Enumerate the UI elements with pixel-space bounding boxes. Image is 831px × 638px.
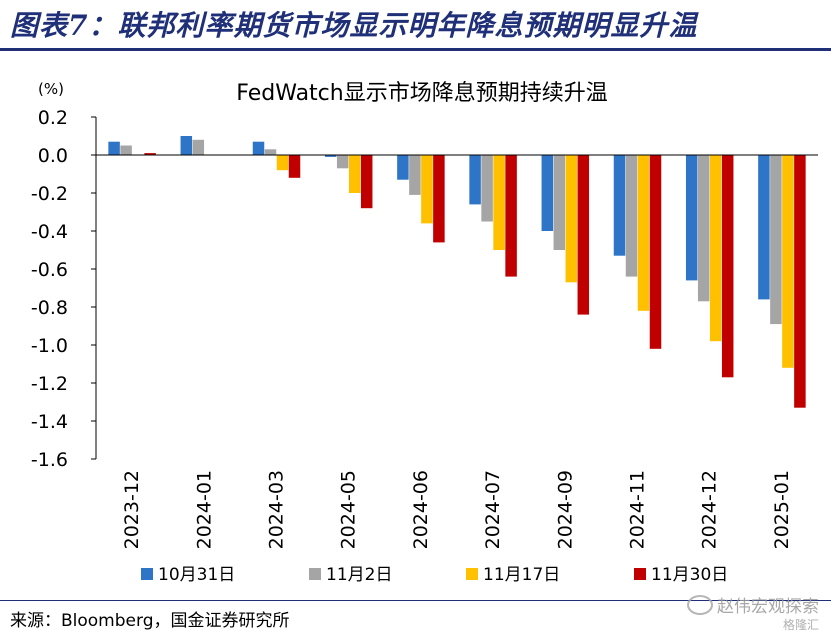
bar [288,155,301,178]
legend-label: 11月2日 [326,565,392,585]
bar [493,155,505,250]
legend-label: 11月30日 [651,565,728,585]
x-tick-label: 2024-11 [627,470,649,549]
watermark-sub: 格隆汇 [782,618,819,632]
bar [782,155,794,368]
y-tick-label: -1.0 [31,335,68,357]
bar [264,149,277,155]
bar [649,155,662,349]
bars-layer [108,136,806,408]
bar [348,155,361,193]
bar [252,141,265,155]
x-tick-label: 2024-05 [338,470,360,549]
bar-chart: FedWatch显示市场降息预期持续升温 (%) 0.2 0.0 -0.2 -0.4 -… [31,80,818,585]
x-tick-label: 2024-06 [410,470,432,549]
bar [685,155,698,281]
legend-swatch [141,568,153,580]
y-tick-label: -0.4 [31,221,68,243]
y-tick-label: -0.8 [31,297,68,319]
y-tick-label: -1.4 [31,411,68,433]
bar [613,155,626,256]
y-tick-label: -1.2 [31,373,68,395]
footer-divider [0,600,831,601]
watermark: 赵伟宏观探索 [687,592,819,617]
x-tick-label: 2024-12 [699,470,721,549]
wechat-icon [687,594,713,615]
bar [336,155,349,169]
x-tick-label: 2024-09 [554,470,576,549]
bar [324,155,337,157]
legend-label: 11月17日 [483,565,560,585]
title-divider [0,48,831,51]
bar [721,155,734,378]
x-tick-label: 2025-01 [771,470,793,549]
bar [553,155,566,250]
bar [625,155,638,277]
figure-title: 图表7：联邦利率期货市场显示明年降息预期明显升温 [10,9,698,42]
bar [770,155,782,325]
bar [758,155,770,300]
bar [180,136,193,155]
x-tick-label: 2024-07 [482,470,504,549]
legend-label: 10月31日 [158,565,235,585]
y-unit-label: (%) [38,80,64,98]
bar [120,145,132,155]
bar [469,155,481,205]
bar [397,155,409,180]
legend-swatch [634,568,646,580]
bar [409,155,421,195]
bar [565,155,578,283]
bar [541,155,554,231]
watermark-text: 赵伟宏观探索 [717,597,819,617]
bar [108,141,120,155]
bar [276,155,289,171]
source-note: 来源：Bloomberg，国金证券研究所 [10,611,290,631]
bar [637,155,650,311]
y-tick-label: 0.0 [38,145,68,167]
bar [192,139,205,155]
y-tick-label: -0.2 [31,183,68,205]
bar [433,155,445,243]
bar [144,153,156,155]
chart-title: FedWatch显示市场降息预期持续升温 [236,81,607,106]
bar [505,155,517,277]
bar [709,155,722,342]
legend: 10月31日 11月2日 11月17日 11月30日 [141,565,728,585]
bar [481,155,493,222]
x-tick-label: 2024-01 [193,470,215,549]
axes-layer: 0.2 0.0 -0.2 -0.4 -0.6 -0.8 -1.0 -1.2 -1.4 -1.6 20… [31,107,818,549]
y-tick-label: -1.6 [31,449,68,471]
legend-swatch [309,568,321,580]
y-tick-label: 0.2 [38,107,68,129]
legend-swatch [466,568,478,580]
x-tick-label: 2023-12 [121,470,143,549]
bar [697,155,710,302]
y-tick-label: -0.6 [31,259,68,281]
bar [577,155,590,315]
x-tick-label: 2024-03 [266,470,288,549]
bar [421,155,433,224]
bar [360,155,373,209]
bar [794,155,806,408]
